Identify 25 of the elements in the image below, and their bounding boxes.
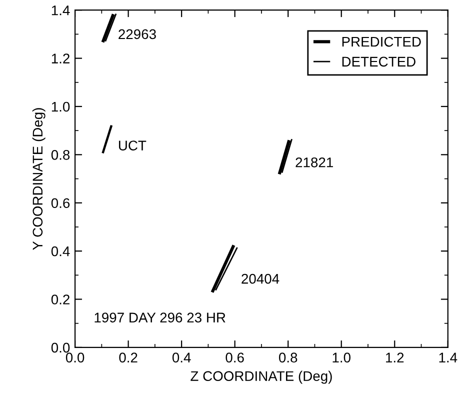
x-tick-label: 0.0 [66,352,84,363]
annotation: 20404 [242,274,280,284]
x-tick-label: 1.0 [332,352,350,363]
x-tick-label: 1.2 [386,352,404,362]
annotation: UCT [118,140,146,150]
annotation: 21821 [296,157,333,168]
y-tick-label: 0.4 [51,246,70,256]
y-tick-label: 0.6 [51,198,70,208]
x-tick-label: 0.8 [278,352,298,363]
annotation: 1997 DAY 296 23 HR [94,312,226,322]
legend-label: DETECTED [342,56,416,67]
y-tick-label: 1.2 [52,54,70,64]
x-axis-title: Z COORDINATE (Deg) [190,370,332,384]
x-tick-label: 1.4 [439,352,458,362]
x-tick-label: 0.2 [119,352,138,363]
y-tick-label: 0.8 [51,150,70,160]
y-tick-label: 1.4 [52,6,70,16]
legend-label: PREDICTED [342,36,421,47]
y-tick-label: 1.0 [52,102,70,112]
x-tick-label: 0.4 [172,352,191,363]
y-axis-title: Y COORDINATE (Deg) [32,108,46,250]
y-tick-label: 0.2 [51,294,70,304]
annotation: 22963 [118,29,156,40]
y-tick-label: 0.0 [51,342,70,353]
x-tick-label: 0.6 [226,352,244,363]
